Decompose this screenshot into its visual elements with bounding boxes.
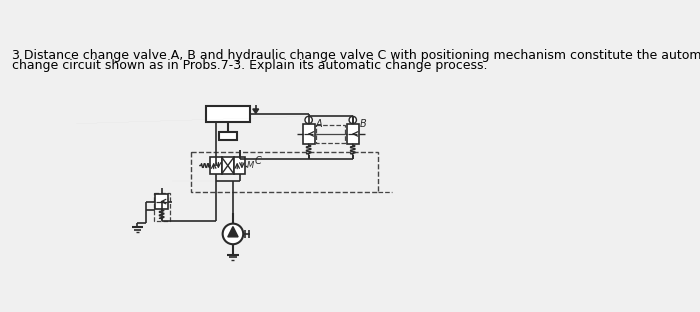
Text: 3 Distance change valve A, B and hydraulic change valve C with positioning mecha: 3 Distance change valve A, B and hydraul…: [12, 49, 700, 62]
Text: change circuit shown as in Probs.7-3. Explain its automatic change process.: change circuit shown as in Probs.7-3. Ex…: [12, 59, 487, 72]
Circle shape: [305, 116, 312, 124]
Bar: [210, 158, 222, 174]
Bar: [234, 158, 246, 174]
Polygon shape: [253, 109, 259, 113]
Text: M: M: [247, 161, 254, 170]
Bar: [155, 194, 168, 209]
Text: A: A: [316, 119, 323, 129]
Bar: [303, 124, 314, 144]
Bar: [206, 106, 250, 122]
Circle shape: [223, 224, 243, 244]
Bar: [316, 125, 345, 143]
Bar: [191, 152, 378, 192]
Text: B: B: [360, 119, 367, 129]
Circle shape: [349, 116, 356, 124]
Bar: [219, 133, 237, 140]
Bar: [153, 193, 169, 221]
Polygon shape: [228, 227, 238, 237]
Text: C: C: [254, 156, 261, 166]
Bar: [347, 124, 358, 144]
Bar: [222, 158, 234, 174]
